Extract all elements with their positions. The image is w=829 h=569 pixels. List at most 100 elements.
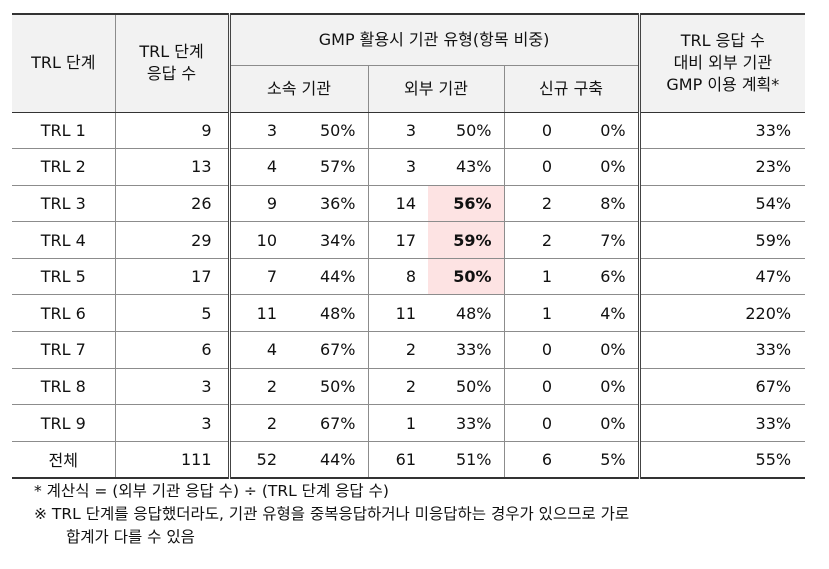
cell-stage: TRL 4 [12,221,115,259]
cell-external-ratio: 47% [637,257,806,295]
cell-external-percent: 56% [428,184,504,222]
cell-new-percent: 0% [564,331,640,369]
cell-stage: TRL 8 [12,367,115,405]
cell-stage: TRL 2 [12,148,115,186]
table-row: TRL 4 29 10 34% 17 59% 2 7% 59% [12,221,806,259]
cell-responses: 111 [114,440,229,479]
footnotes: * 계산식 = (외부 기관 응답 수) ÷ (TRL 단계 응답 수) ※ T… [34,480,629,549]
cell-responses: 3 [114,367,229,405]
cell-external-count: 2 [367,367,428,405]
cell-own-percent: 50% [289,367,368,405]
table-row: TRL 7 6 4 67% 2 33% 0 0% 33% [12,331,806,369]
cell-external-percent: 43% [428,148,504,186]
cell-own-count: 10 [227,221,289,259]
cell-external-count: 2 [367,331,428,369]
cell-own-count: 7 [227,257,289,295]
cell-own-count: 3 [227,112,289,149]
cell-external-ratio: 33% [637,331,806,369]
cell-new-count: 6 [503,440,564,479]
cell-stage: TRL 5 [12,257,115,295]
table-row: TRL 9 3 2 67% 1 33% 0 0% 33% [12,404,806,442]
cell-new-count: 2 [503,184,564,222]
cell-own-count: 4 [227,331,289,369]
cell-responses: 3 [114,404,229,442]
header-new-build: 신규 구축 [503,65,640,113]
cell-new-percent: 0% [564,404,640,442]
header-trl-responses: TRL 단계 응답 수 [114,13,229,113]
cell-new-percent: 8% [564,184,640,222]
header-gmp-type: GMP 활용시 기관 유형(항목 비중) [227,13,640,66]
cell-external-percent: 50% [428,367,504,405]
caveat-note: ※ TRL 단계를 응답했더라도, 기관 유형을 중복응답하거나 미응답하는 경… [34,505,630,523]
cell-new-percent: 7% [564,221,640,259]
cell-responses: 5 [114,294,229,332]
table-row: TRL 2 13 4 57% 3 43% 0 0% 23% [12,148,806,186]
cell-own-percent: 67% [289,331,368,369]
table-row: TRL 5 17 7 44% 8 50% 1 6% 47% [12,257,806,295]
cell-own-percent: 57% [289,148,368,186]
table-row: TRL 1 9 3 50% 3 50% 0 0% 33% [12,112,806,149]
cell-responses: 9 [114,112,229,149]
cell-external-percent: 33% [428,404,504,442]
header-external-ratio: TRL 응답 수 대비 외부 기관 GMP 이용 계획* [637,13,806,113]
header-external-org: 외부 기관 [367,65,504,113]
cell-external-count: 8 [367,257,428,295]
cell-external-count: 3 [367,148,428,186]
cell-own-count: 52 [227,440,289,479]
cell-external-count: 3 [367,112,428,149]
cell-stage: TRL 6 [12,294,115,332]
cell-new-count: 2 [503,221,564,259]
cell-new-percent: 0% [564,367,640,405]
cell-external-count: 17 [367,221,428,259]
cell-own-percent: 34% [289,221,368,259]
cell-new-count: 0 [503,404,564,442]
cell-own-percent: 67% [289,404,368,442]
cell-own-percent: 44% [289,257,368,295]
cell-own-count: 4 [227,148,289,186]
cell-own-percent: 48% [289,294,368,332]
cell-stage: TRL 7 [12,331,115,369]
table-row: 전체 111 52 44% 61 51% 6 5% 55% [12,440,806,479]
cell-external-ratio: 23% [637,148,806,186]
cell-new-count: 1 [503,294,564,332]
cell-stage: TRL 1 [40,120,86,140]
cell-new-percent: 0% [564,148,640,186]
cell-own-count: 2 [227,367,289,405]
cell-new-percent: 0% [600,120,626,140]
cell-stage: 전체 [12,440,115,479]
cell-own-count: 2 [227,404,289,442]
cell-external-count: 14 [367,184,428,222]
cell-own-count: 9 [227,184,289,222]
cell-external-ratio: 67% [637,367,806,405]
caveat-note-continued: 합계가 다를 수 있음 [66,528,195,546]
header-trl-stage: TRL 단계 [12,13,115,113]
cell-new-count: 0 [503,112,564,149]
trl-gmp-table: TRL 단계 TRL 단계 응답 수 GMP 활용시 기관 유형(항목 비중) … [12,13,806,479]
cell-responses: 26 [114,184,229,222]
cell-external-ratio: 33% [637,112,806,149]
cell-responses: 13 [114,148,229,186]
cell-external-ratio: 59% [637,221,806,259]
cell-new-count: 0 [503,148,564,186]
cell-external-count: 11 [367,294,428,332]
table-row: TRL 8 3 2 50% 2 50% 0 0% 67% [12,367,806,405]
cell-own-count: 11 [227,294,289,332]
cell-new-percent: 5% [564,440,640,479]
cell-external-percent: 51% [428,440,504,479]
cell-new-count: 0 [503,331,564,369]
header-own-org: 소속 기관 [227,65,368,113]
cell-own-percent: 50% [319,120,356,140]
cell-external-percent: 33% [428,331,504,369]
cell-external-ratio: 54% [637,184,806,222]
cell-new-percent: 4% [564,294,640,332]
cell-external-percent: 50% [455,120,492,140]
cell-stage: TRL 3 [12,184,115,222]
cell-external-ratio: 33% [637,404,806,442]
cell-new-count: 0 [503,367,564,405]
table-row: TRL 6 5 11 48% 11 48% 1 4% 220% [12,294,806,332]
cell-external-count: 1 [367,404,428,442]
cell-external-count: 61 [367,440,428,479]
cell-new-count: 1 [503,257,564,295]
cell-external-percent: 59% [428,221,504,259]
cell-external-ratio: 220% [637,294,806,332]
